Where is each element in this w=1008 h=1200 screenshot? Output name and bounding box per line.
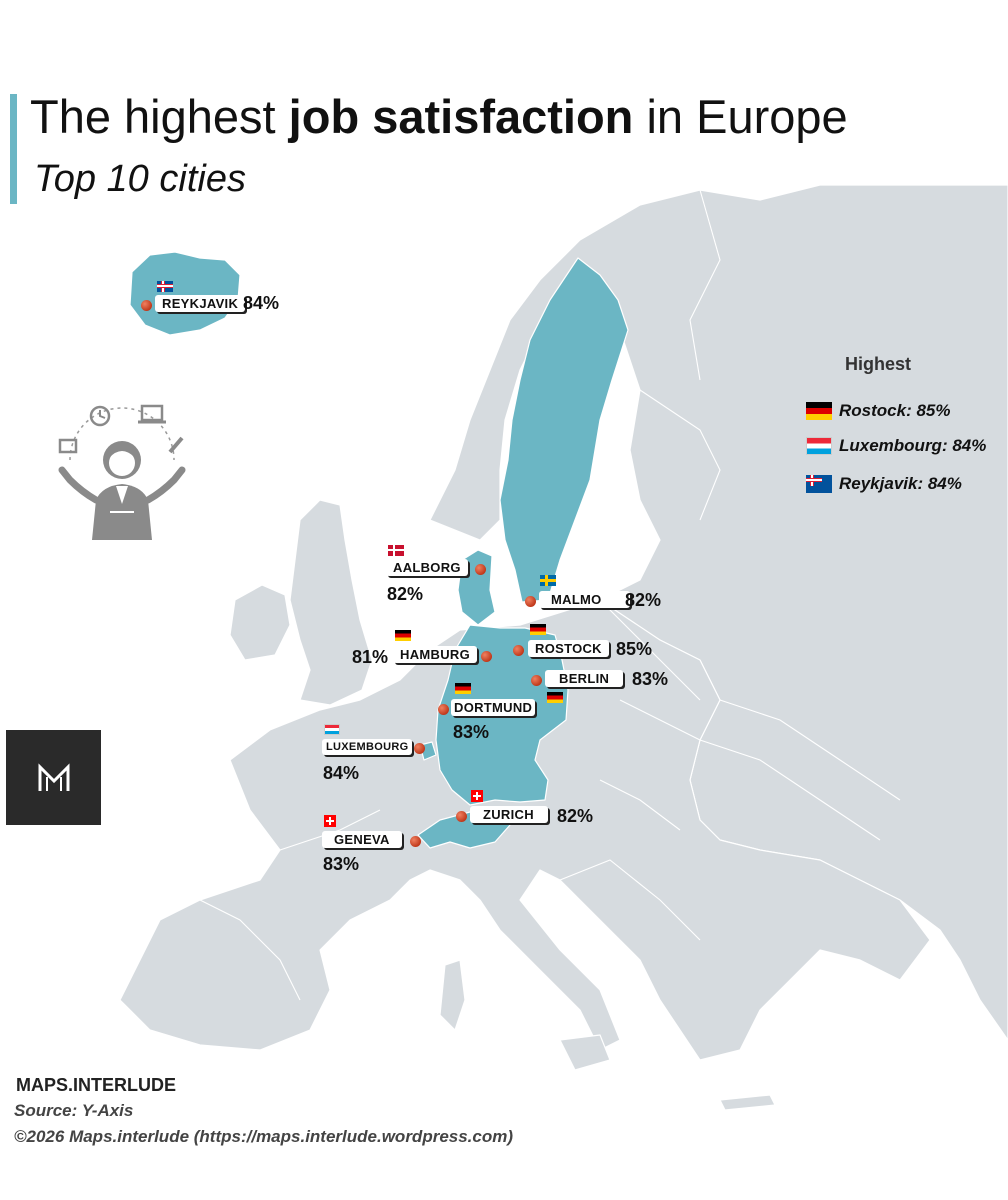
logo-mark — [38, 762, 69, 791]
luxembourg-flag-icon — [806, 437, 832, 455]
city-value-malmo: 82% — [625, 590, 662, 610]
land-ireland — [229, 584, 291, 661]
city-dot-malmo — [525, 596, 536, 607]
land-sardinia — [439, 959, 466, 1031]
germany-flag-icon — [395, 630, 411, 641]
city-value-rostock: 85% — [616, 639, 653, 659]
legend-label: Reykjavik: 84% — [839, 474, 962, 493]
germany-flag-icon — [806, 402, 832, 420]
legend-item-luxembourg: Luxembourg: 84% — [806, 434, 986, 458]
land-continent — [119, 599, 931, 1061]
city-value-dortmund: 83% — [453, 722, 490, 742]
title-bold: job satisfaction — [288, 90, 634, 143]
land-base — [119, 184, 1008, 1111]
maps-interlude-logo-icon — [6, 730, 101, 825]
city-label-reykjavik: REYKJAVIK — [155, 295, 246, 312]
city-dot-dortmund — [438, 704, 449, 715]
luxembourg-flag-icon — [324, 724, 340, 735]
legend-heading: Highest — [845, 354, 912, 374]
germany-flag-icon — [455, 683, 471, 694]
city-dot-reykjavik — [141, 300, 152, 311]
germany-flag-icon — [547, 692, 563, 703]
denmark-flag-icon — [388, 545, 404, 556]
source-text: Source: Y-Axis — [14, 1101, 134, 1120]
brand-name: MAPS.INTERLUDE — [16, 1075, 177, 1095]
city-value-aalborg: 82% — [387, 584, 424, 604]
city-dot-luxembourg — [414, 743, 425, 754]
legend-label: Luxembourg: 84% — [839, 436, 987, 455]
germany-flag-icon — [530, 624, 546, 635]
legend-label: Rostock: 85% — [839, 401, 951, 420]
city-label-luxembourg: LUXEMBOURG — [322, 739, 413, 755]
city-label-aalborg: AALBORG — [386, 559, 468, 576]
city-value-berlin: 83% — [632, 669, 669, 689]
page-subtitle: Top 10 cities — [34, 158, 246, 200]
sweden-flag-icon — [540, 575, 556, 586]
city-value-reykjavik: 84% — [243, 293, 280, 313]
country-iceland — [129, 251, 241, 336]
city-dot-berlin — [531, 675, 542, 686]
land-crete — [719, 1094, 776, 1111]
city-value-zurich: 82% — [557, 806, 594, 826]
switzerland-flag-icon — [471, 790, 483, 802]
city-label-malmo: MALMO — [539, 591, 630, 608]
legend-item-reykjavik: Reykjavik: 84% — [806, 472, 962, 496]
city-dot-geneva — [410, 836, 421, 847]
city-value-luxembourg: 84% — [323, 763, 360, 783]
city-label-dortmund: DORTMUND — [451, 699, 536, 716]
city-dot-zurich — [456, 811, 467, 822]
city-label-rostock: ROSTOCK — [528, 640, 609, 657]
land-sicily — [559, 1034, 611, 1071]
country-borders — [199, 189, 901, 1001]
title-accent-bar — [10, 94, 17, 204]
page-title: The highest job satisfaction in Europe — [30, 88, 848, 146]
copyright-text: ©2026 Maps.interlude (https://maps.inter… — [14, 1127, 514, 1146]
iceland-flag-icon — [157, 281, 173, 292]
title-part-2: in Europe — [633, 90, 848, 143]
land-britain — [289, 499, 373, 706]
city-dot-rostock — [513, 645, 524, 656]
iceland-flag-icon — [806, 475, 832, 493]
city-label-hamburg: HAMBURG — [393, 646, 477, 663]
city-label-zurich: ZURICH — [470, 806, 548, 823]
city-label-berlin: BERLIN — [545, 670, 624, 687]
city-label-geneva: GENEVA — [322, 831, 402, 848]
city-dot-hamburg — [481, 651, 492, 662]
legend-item-rostock: Rostock: 85% — [806, 399, 950, 423]
city-value-hamburg: 81% — [352, 647, 389, 667]
city-value-geneva: 83% — [323, 854, 360, 874]
switzerland-flag-icon — [324, 815, 336, 827]
city-dot-aalborg — [475, 564, 486, 575]
title-part-1: The highest — [30, 90, 289, 143]
juggling-worker-icon — [58, 404, 186, 540]
